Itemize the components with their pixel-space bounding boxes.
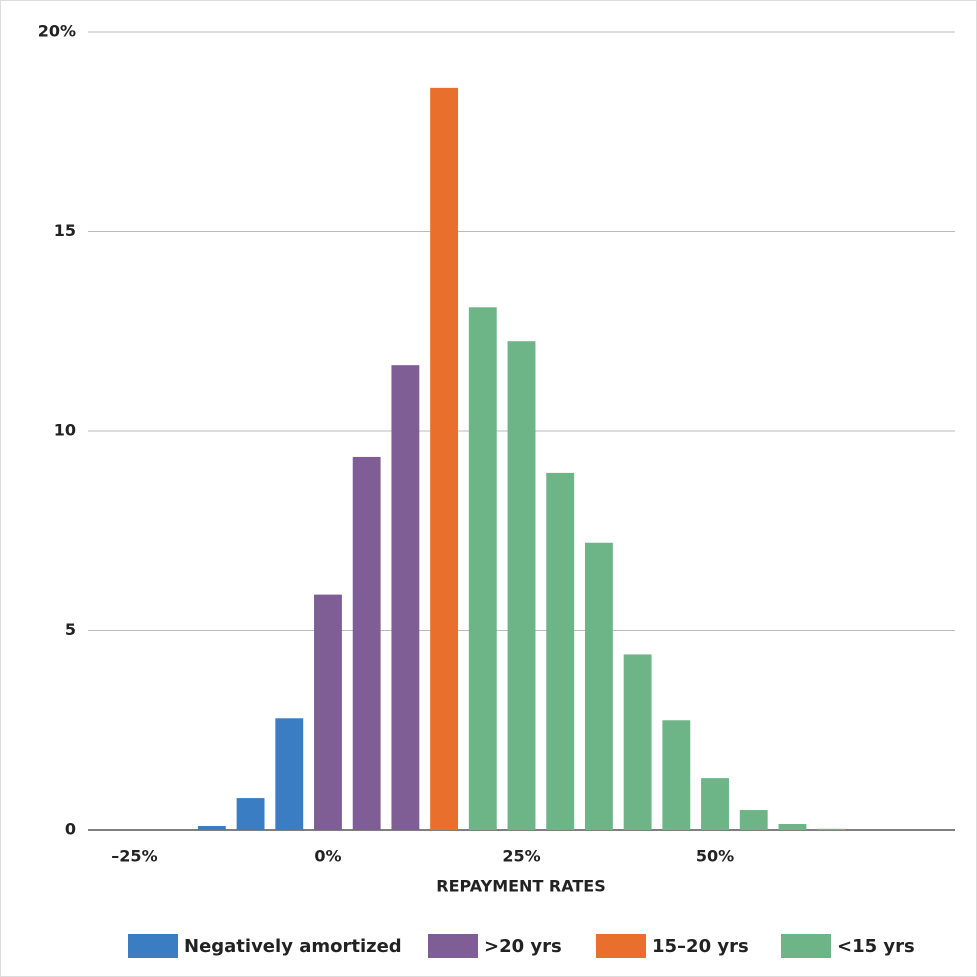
bar (391, 365, 420, 830)
bar (546, 472, 575, 830)
y-tick-label: 0 (65, 820, 76, 839)
legend: Negatively amortized >20 yrs 15–20 yrs <15 … (128, 934, 915, 958)
bar (352, 456, 381, 830)
y-tick-label: 5 (65, 620, 76, 639)
bar (623, 654, 652, 830)
legend-label: 15–20 yrs (652, 936, 749, 957)
bar (236, 798, 265, 830)
bar (430, 87, 459, 831)
x-axis-label: REPAYMENT RATES (436, 877, 606, 896)
bar (739, 810, 768, 830)
legend-swatch (781, 934, 831, 958)
bar (468, 307, 497, 830)
legend-swatch (428, 934, 478, 958)
bar (701, 778, 729, 830)
legend-swatch (128, 934, 178, 958)
legend-item: Negatively amortized (128, 934, 402, 958)
bar (275, 718, 304, 830)
legend-label: >20 yrs (484, 936, 562, 957)
x-tick-label: –25% (111, 847, 157, 866)
y-tick-label: 15 (54, 221, 76, 240)
legend-item: >20 yrs (428, 934, 562, 958)
y-tick-label: 20% (38, 22, 76, 41)
bar (817, 828, 846, 830)
bar (197, 826, 226, 830)
legend-item: <15 yrs (781, 934, 915, 958)
bar (314, 594, 342, 830)
y-tick-label: 10 (54, 421, 76, 440)
legend-swatch (596, 934, 646, 958)
legend-item: 15–20 yrs (596, 934, 749, 958)
bar (662, 720, 691, 830)
bar (778, 824, 807, 830)
x-tick-label: 50% (696, 847, 734, 866)
x-tick-label: 0% (314, 847, 341, 866)
legend-label: Negatively amortized (184, 936, 402, 957)
legend-label: <15 yrs (837, 936, 915, 957)
bar (584, 542, 613, 830)
x-tick-label: 25% (502, 847, 540, 866)
bar (507, 341, 536, 830)
